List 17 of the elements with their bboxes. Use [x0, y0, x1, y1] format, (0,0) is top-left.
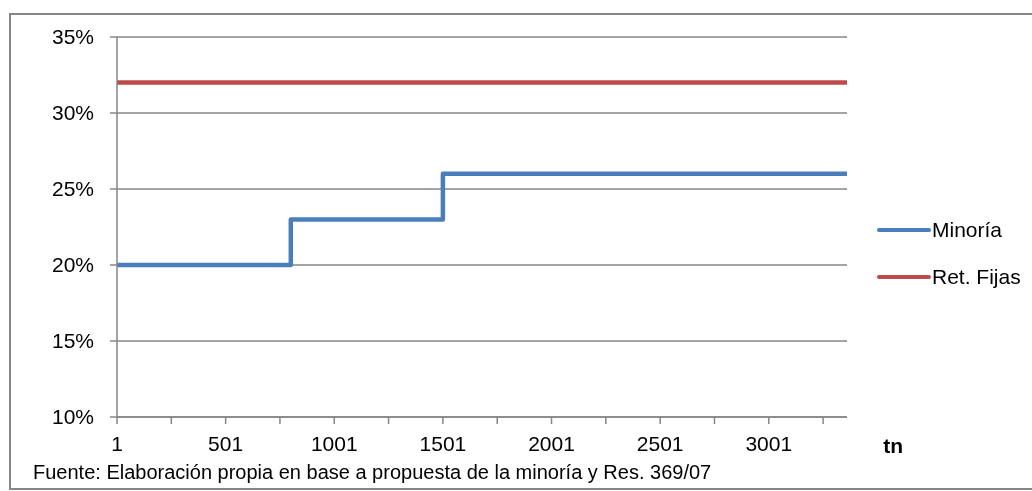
legend-label: Ret. Fijas	[932, 264, 1021, 289]
y-tick-label: 25%	[51, 177, 94, 201]
x-tick-label: 1	[111, 431, 123, 455]
y-tick-label: 30%	[51, 101, 94, 125]
y-tick-label: 15%	[51, 329, 94, 353]
y-tick-label: 20%	[51, 253, 94, 277]
x-tick-label: 1501	[419, 431, 467, 455]
x-tick-label: 2001	[528, 431, 575, 455]
x-axis-title: tn	[883, 434, 903, 457]
x-tick-label: 2501	[636, 431, 684, 455]
y-tick-label: 10%	[51, 405, 94, 429]
legend-label: Minoría	[932, 217, 1003, 242]
x-tick-label: 3001	[745, 431, 793, 455]
source-note: Fuente: Elaboración propia en base a propuesta de la minoría y Res. 369/07	[33, 461, 712, 484]
y-tick-label: 35%	[51, 25, 94, 49]
x-tick-label: 1001	[310, 431, 358, 455]
x-tick-label: 501	[208, 431, 244, 455]
